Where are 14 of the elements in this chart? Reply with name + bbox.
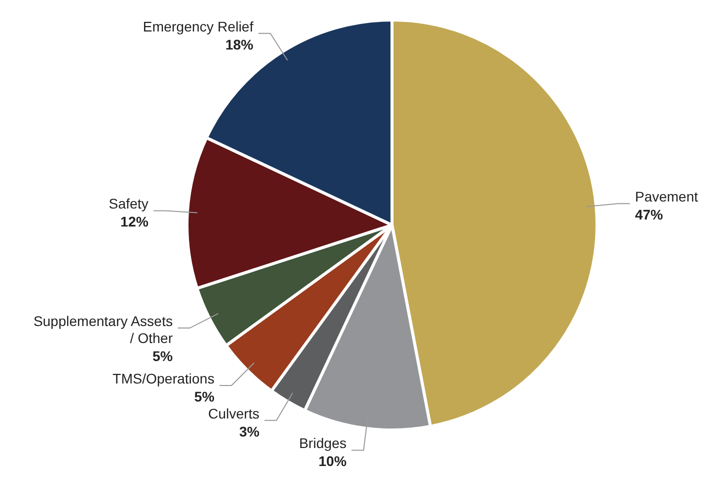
slice-label: Pavement: [634, 188, 698, 205]
data-label: 5%: [152, 348, 174, 364]
data-label: 47%: [634, 206, 664, 223]
data-label: 18%: [225, 36, 254, 52]
data-label: 5%: [194, 388, 216, 405]
slice-label: Safety: [108, 196, 148, 212]
slice-label: Bridges: [299, 435, 347, 452]
data-label: 3%: [239, 423, 260, 440]
data-label: 12%: [120, 214, 149, 230]
slice-label: TMS/Operations: [112, 370, 214, 387]
slice-label: Emergency Relief: [142, 18, 254, 34]
slice-label: Culverts: [208, 405, 260, 422]
data-label: 10%: [318, 453, 348, 470]
slice-label: Supplementary Assets / Other: [33, 313, 174, 346]
